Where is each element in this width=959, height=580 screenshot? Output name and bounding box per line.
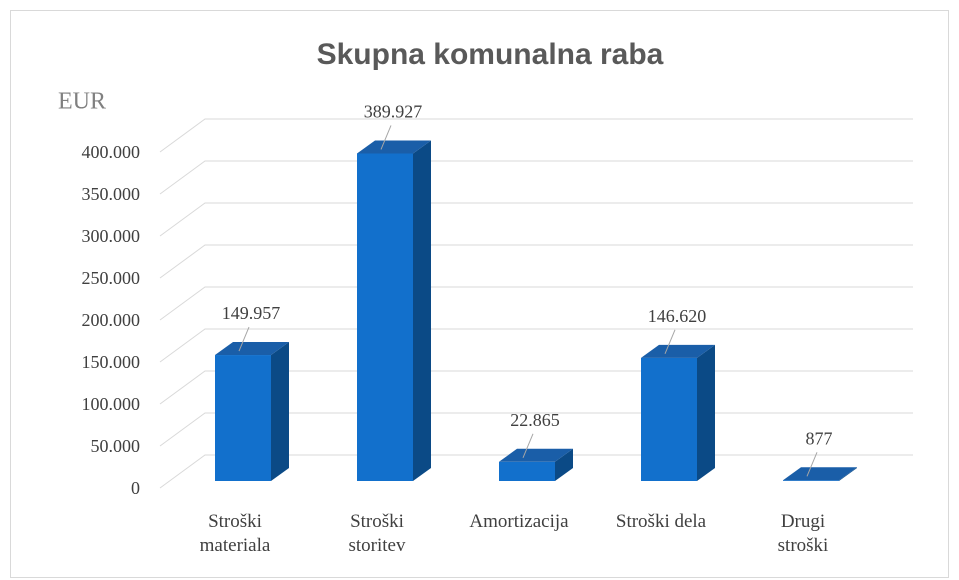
y-tick-label: 50.000 <box>91 436 141 456</box>
leader-line <box>238 326 250 352</box>
y-tick-label: 200.000 <box>82 310 141 330</box>
x-tick-label: Stroški storitev <box>348 511 406 556</box>
grid-line <box>159 286 913 321</box>
bar-top <box>499 448 573 462</box>
bar-top <box>783 467 857 481</box>
bar <box>215 342 289 481</box>
grid-line <box>159 328 913 363</box>
bar-front <box>357 153 413 482</box>
bar-front <box>215 355 271 481</box>
bar-front <box>641 357 697 481</box>
y-tick-label: 150.000 <box>82 352 141 372</box>
y-tick-label: 100.000 <box>82 394 141 414</box>
chart-frame <box>10 10 949 578</box>
x-tick-label: Stroški materiala <box>199 511 271 556</box>
chart-title: Skupna komunalna raba <box>317 38 664 71</box>
bar-front <box>783 480 839 481</box>
y-tick-label: 300.000 <box>82 226 141 246</box>
bar <box>499 448 573 481</box>
bar-top <box>641 344 715 358</box>
bar-side <box>413 140 431 482</box>
y-tick-label: 250.000 <box>82 268 141 288</box>
bar <box>783 467 857 481</box>
grid-line <box>159 160 913 195</box>
x-tick-label: Amortizacija <box>469 511 569 532</box>
grid-line <box>159 118 913 153</box>
grid-line <box>159 244 913 279</box>
x-tick-label: Stroški dela <box>615 511 707 532</box>
bar-front <box>499 461 555 481</box>
data-label: 22.865 <box>510 410 560 430</box>
bar-side <box>271 342 289 481</box>
data-label: 146.620 <box>648 306 707 326</box>
bar-top <box>357 140 431 154</box>
data-label: 389.927 <box>364 102 423 122</box>
data-label: 149.957 <box>222 303 281 323</box>
bar <box>641 344 715 481</box>
grid-line <box>159 202 913 237</box>
leader-line <box>664 329 676 355</box>
bar <box>357 140 431 482</box>
x-tick-label: Drugi stroški <box>777 511 829 556</box>
data-label: 877 <box>806 428 833 448</box>
y-tick-label: 400.000 <box>82 142 141 162</box>
y-tick-label: 350.000 <box>82 184 141 204</box>
bar-side <box>555 448 573 481</box>
y-axis-label: EUR <box>58 89 106 115</box>
bar-side <box>839 467 857 481</box>
bar-side <box>697 344 715 481</box>
leader-line <box>522 433 534 458</box>
bar-top <box>215 342 289 356</box>
y-tick-label: 0 <box>131 478 140 498</box>
leader-line <box>806 452 818 477</box>
leader-line <box>380 125 392 150</box>
